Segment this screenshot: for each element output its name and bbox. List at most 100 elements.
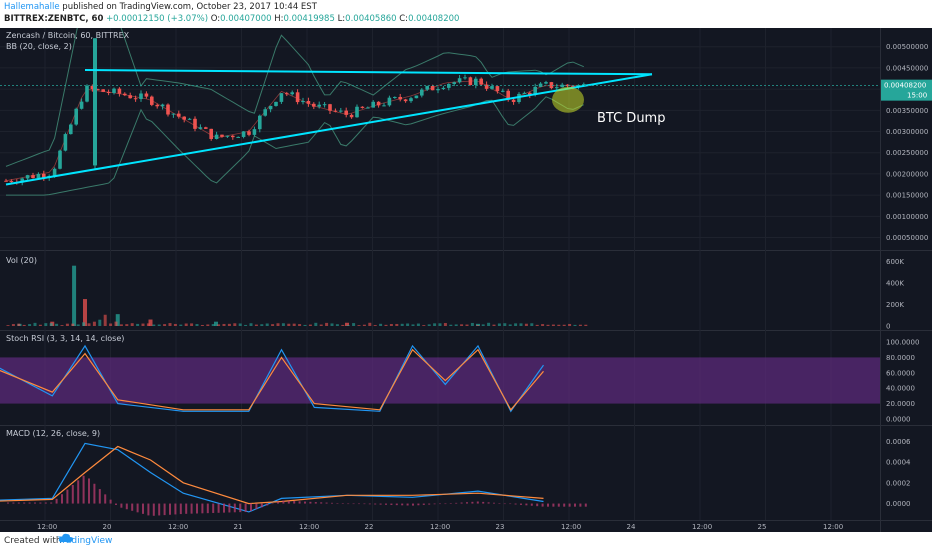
volume-bar [260,324,264,326]
time-tick-label: 12:00 [37,523,57,531]
macd-histogram-bar [98,489,101,504]
macd-histogram-bar [520,503,522,505]
candle-body [295,92,300,103]
candles [4,38,586,186]
last-price-badge [881,79,932,101]
volume-bar [38,324,42,326]
candle-body [20,178,24,183]
volume-bar [222,323,226,326]
volume-bar [125,324,129,326]
volume-bar [503,323,507,326]
candle-body [101,89,105,92]
candle-body [225,135,230,137]
bb-legend: BB (20, close, 2) [6,42,72,51]
volume-bar [335,324,339,326]
candle-body [290,92,294,95]
volume-bar [487,322,491,326]
macd-histogram-bar [233,503,236,513]
macd-histogram-bar [422,503,425,505]
volume-bar [244,324,248,326]
candle-body [420,89,424,96]
candle-body [177,113,181,117]
macd-histogram-bar [579,503,582,507]
volume-bar [557,324,561,326]
price-title: Zencash / Bitcoin, 60, BITTREX [6,31,130,40]
candle-body [322,104,327,106]
candle-body [317,104,321,107]
volume-bar [55,323,59,326]
macd-histogram-bar [266,503,269,506]
macd-histogram-bar [7,502,9,504]
chart-svg[interactable]: 0.005000000.004500000.004000000.00350000… [0,28,932,532]
volume-bar [249,323,253,326]
volume-bar [411,324,415,326]
macd-histogram-bar [50,502,53,504]
macd-histogram-bar [125,503,128,510]
volume-bar [179,324,183,326]
ohlc-close: 0.00408200 [408,14,460,24]
candle-body [582,84,586,86]
macd-histogram-bar [158,503,161,516]
volume-bar [33,322,37,326]
volume-bar [103,314,107,326]
macd-histogram-bar [455,502,458,504]
candle-body [166,104,170,115]
macd-histogram-bar [417,503,420,506]
macd-tick-label: 0.0000 [886,500,911,508]
volume-bar [573,324,577,326]
candle-body [382,105,386,107]
candle-body [231,135,235,138]
volume-bar [395,323,399,326]
bb-upper [5,28,584,167]
volume-bar [6,325,10,326]
macd-histogram-bar [61,494,63,504]
author-link[interactable]: Hallemahalle [4,2,60,12]
price-tick-label: 0.00150000 [886,192,928,200]
macd-histogram-bar [93,483,96,504]
rsi-tick-label: 0.0000 [886,416,911,424]
macd-tick-label: 0.0002 [886,479,911,487]
macd-histogram-bar [244,503,247,512]
ohlc-open: 0.00407000 [220,14,272,24]
candle-body [209,128,213,139]
candle-body [52,168,57,176]
candle-body [285,93,289,95]
last-price-label: 0.00408200 [884,82,926,90]
volume-bar [11,324,15,326]
macd-histogram-bar [82,475,85,504]
macd-histogram-bar [223,503,225,513]
chart-area[interactable]: 0.005000000.004500000.004000000.00350000… [0,28,932,532]
candle-body [214,134,219,139]
tradingview-logo[interactable]: TradingView [58,533,112,548]
candle-body [344,110,348,115]
macd-histogram-bar [104,494,107,504]
macd-histogram-bar [428,503,431,505]
macd [0,442,587,516]
volume-bar [92,321,96,326]
volume-bar [163,324,167,326]
volume-bar [141,323,145,326]
candle-body [349,114,354,118]
volume-bar [568,323,572,326]
macd-histogram-bar [142,503,144,514]
candle-body [565,84,570,87]
candle-body [425,86,429,90]
macd-histogram-bar [385,503,387,505]
volume-bar [476,325,480,326]
macd-histogram-bar [471,501,474,504]
macd-tick-label: 0.0006 [886,438,911,446]
vol-tick-label: 600K [886,258,904,266]
macd-histogram-bar [34,502,36,504]
candle-body [42,173,46,178]
rsi-tick-label: 60.0000 [886,369,915,377]
price-change: +0.00012150 (+3.07%) [106,14,209,24]
price-tick-label: 0.00350000 [886,107,928,115]
volume-bar [460,324,464,326]
price-tick-label: 0.00500000 [886,43,928,51]
bb-lower [6,96,585,196]
candle-body [69,124,73,135]
volume-bar [422,325,426,326]
macd-histogram-bar [320,502,323,504]
volume-bar [357,325,361,326]
stoch-rsi-legend: Stoch RSI (3, 3, 14, 14, close) [6,334,125,343]
